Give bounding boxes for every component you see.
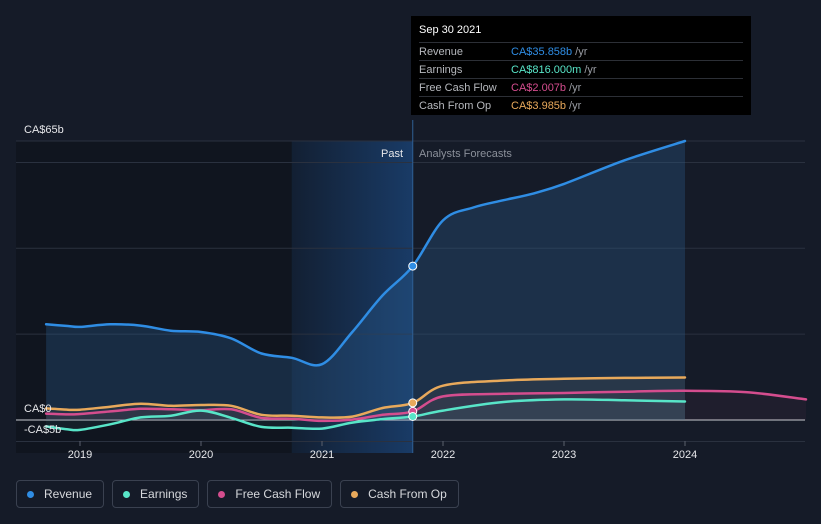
tooltip-row-value: CA$3.985b xyxy=(511,99,567,112)
tooltip-date: Sep 30 2021 xyxy=(419,24,482,36)
legend-label: Earnings xyxy=(140,487,188,501)
tooltip-row-label: Free Cash Flow xyxy=(419,81,497,94)
legend-dot-icon xyxy=(123,490,131,498)
legend-item-earnings[interactable]: Earnings xyxy=(112,480,200,508)
tooltip-row-label: Revenue xyxy=(419,45,464,58)
cash-from-op-marker xyxy=(408,398,418,408)
legend-label: Revenue xyxy=(44,487,93,501)
legend-item-free-cash-flow[interactable]: Free Cash Flow xyxy=(207,480,333,508)
tooltip-rows: Revenue CA$35.858b/yr Earnings CA$816.000m /… xyxy=(419,42,751,114)
tooltip-row: Earnings CA$816.000m/yr xyxy=(419,60,743,78)
legend-label: Free Cash Flow xyxy=(235,487,321,501)
free-cash-flow-area xyxy=(46,390,807,421)
tooltip-row-label: Cash From Op xyxy=(419,99,492,112)
tooltip-row: Cash From Op CA$3.985b/yr xyxy=(419,96,743,114)
x-tick-label: 2023 xyxy=(552,449,576,461)
legend-dot-icon xyxy=(218,490,226,498)
tooltip-row-value: CA$35.858b xyxy=(511,45,573,58)
legend: Revenue Earnings Free Cash Flow Cash From O… xyxy=(16,480,459,508)
series-lines xyxy=(44,139,808,432)
forecast-label: Analysts Forecasts xyxy=(419,148,512,160)
tooltip: Sep 30 2021 Revenue CA$35.858b/yr Earnings… xyxy=(411,16,751,115)
y-axis-label-top: CA$65b xyxy=(24,124,64,136)
tooltip-row-unit: /yr xyxy=(584,63,597,76)
x-tick-label: 2020 xyxy=(189,449,213,461)
revenue-marker xyxy=(408,261,418,271)
tooltip-row-label: Earnings xyxy=(419,63,463,76)
tooltip-row-unit: /yr xyxy=(569,81,582,94)
tooltip-row: Free Cash Flow CA$2.007b/yr xyxy=(419,78,743,96)
tooltip-row-unit: /yr xyxy=(569,99,582,112)
series-markers xyxy=(408,261,418,421)
y-axis-label-zero: CA$0 xyxy=(24,403,52,415)
revenue-line xyxy=(44,139,687,367)
grid-lines xyxy=(16,140,805,442)
x-tick-label: 2024 xyxy=(673,449,697,461)
highlight-band xyxy=(291,141,413,453)
earnings-area xyxy=(46,399,686,431)
legend-dot-icon xyxy=(27,490,34,498)
x-tick-label: 2021 xyxy=(310,449,334,461)
tooltip-row-value: CA$816.000m xyxy=(511,63,582,76)
legend-dot-icon xyxy=(351,490,359,498)
earnings-marker xyxy=(408,411,418,421)
tooltip-row-value: CA$2.007b xyxy=(511,81,567,94)
x-axis-ticks: 2019 2020 2021 2022 2023 2024 xyxy=(68,441,697,461)
revenue-area xyxy=(46,141,686,420)
legend-item-revenue[interactable]: Revenue xyxy=(16,480,105,508)
tooltip-row: Revenue CA$35.858b/yr xyxy=(419,42,743,60)
legend-item-cash-from-op[interactable]: Cash From Op xyxy=(340,480,459,508)
tooltip-row-unit: /yr xyxy=(575,45,588,58)
legend-label: Cash From Op xyxy=(368,487,447,501)
free-cash-flow-line xyxy=(44,389,808,423)
x-tick-label: 2019 xyxy=(68,449,92,461)
x-tick-label: 2022 xyxy=(431,449,455,461)
past-label: Past xyxy=(381,148,403,160)
earnings-line xyxy=(44,398,687,432)
cash-from-op-line xyxy=(44,376,687,419)
series-areas xyxy=(46,141,807,431)
y-axis-label-bottom: -CA$5b xyxy=(24,424,61,436)
